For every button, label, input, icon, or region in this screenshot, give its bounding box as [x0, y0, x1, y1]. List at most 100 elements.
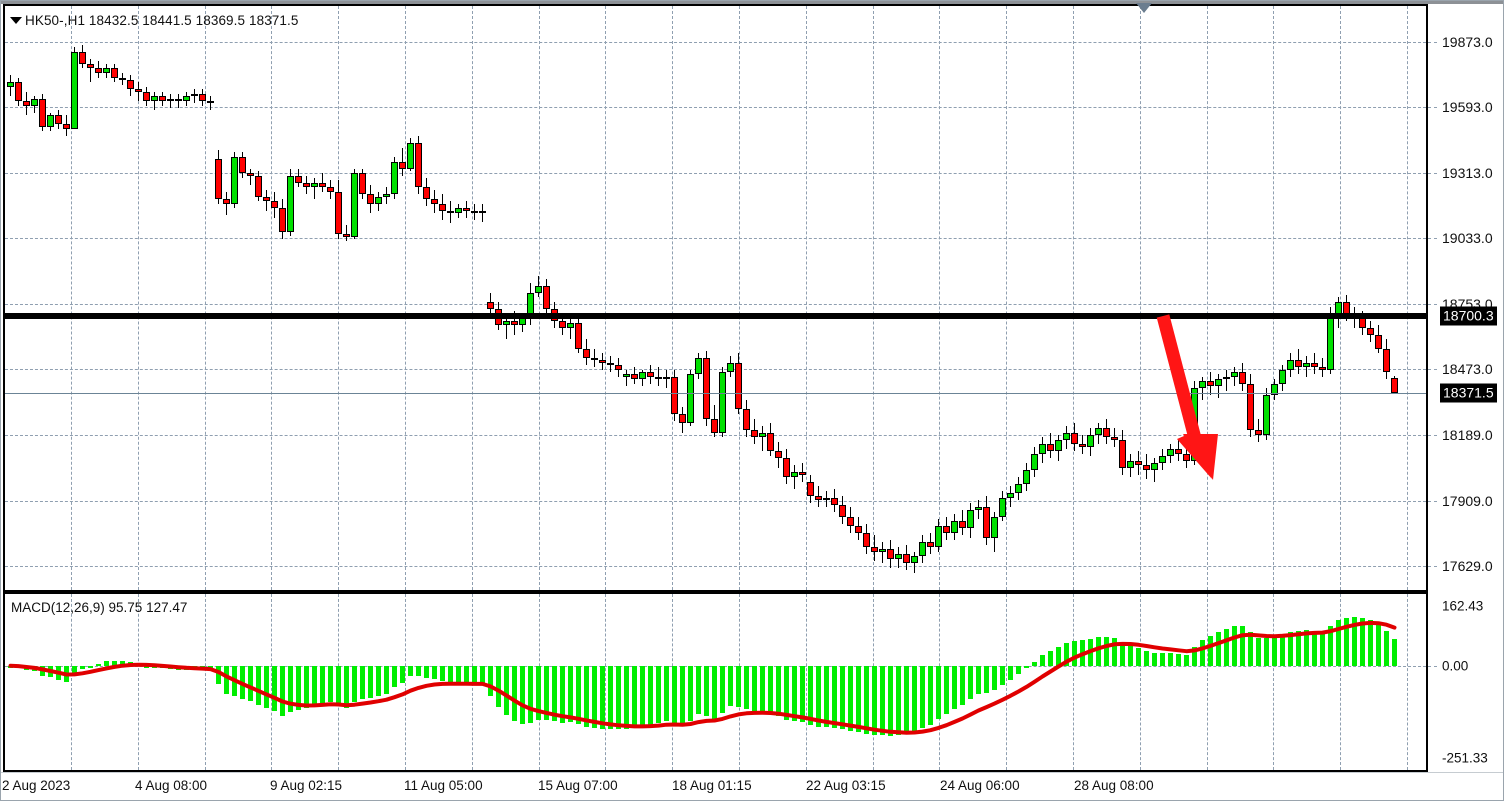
- macd-histogram-bar: [976, 665, 981, 694]
- candlestick: [1263, 6, 1270, 590]
- candlestick: [15, 6, 22, 590]
- candle-body-bullish: [167, 98, 174, 102]
- macd-histogram-bar: [336, 665, 341, 706]
- candlestick: [671, 6, 678, 590]
- candle-body-bearish: [959, 521, 966, 529]
- candle-body-bullish: [1199, 381, 1206, 389]
- candle-body-bearish: [511, 320, 518, 326]
- candle-body-bullish: [1095, 427, 1102, 435]
- grid-line-vertical: [1340, 594, 1341, 770]
- macd-histogram-bar: [936, 665, 941, 719]
- macd-histogram-bar: [568, 665, 573, 723]
- candlestick: [559, 6, 566, 590]
- macd-histogram-bar: [384, 665, 389, 694]
- price-axis-label: 19873.0: [1442, 34, 1493, 50]
- candle-body-bearish: [79, 52, 86, 64]
- candlestick: [103, 6, 110, 590]
- macd-histogram-bar: [1176, 653, 1181, 666]
- candle-body-bearish: [175, 98, 182, 102]
- candle-body-bearish: [983, 507, 990, 538]
- candlestick: [655, 6, 662, 590]
- macd-histogram-bar: [952, 665, 957, 709]
- candlestick: [623, 6, 630, 590]
- macd-histogram-bar: [1032, 661, 1037, 666]
- price-axis-label: 18473.0: [1442, 360, 1493, 377]
- candlestick: [383, 6, 390, 590]
- candlestick: [543, 6, 550, 590]
- macd-histogram-bar: [1264, 638, 1269, 666]
- macd-histogram-bar: [720, 665, 725, 713]
- price-axis-label: 19313.0: [1442, 164, 1493, 181]
- candlestick: [1375, 6, 1382, 590]
- macd-histogram-bar: [448, 665, 453, 683]
- candle-body-bearish: [471, 210, 478, 214]
- candle-body-bullish: [1215, 378, 1222, 386]
- macd-histogram-bar: [344, 665, 349, 709]
- candlestick: [1207, 6, 1214, 590]
- candlestick: [1215, 6, 1222, 590]
- candle-body-bullish: [231, 157, 238, 204]
- macd-histogram-bar: [808, 665, 813, 725]
- time-axis[interactable]: 2 Aug 2023 4 Aug 08:00 9 Aug 02:15 11 Aug 0…: [0, 772, 1504, 801]
- macd-histogram-bar: [360, 665, 365, 700]
- macd-histogram-bar: [1384, 630, 1389, 666]
- macd-histogram-bar: [672, 665, 677, 724]
- macd-histogram-bar: [1160, 653, 1165, 666]
- candle-body-bearish: [199, 94, 206, 102]
- candlestick: [1223, 6, 1230, 590]
- macd-histogram-bar: [536, 665, 541, 721]
- candlestick: [695, 6, 702, 590]
- macd-histogram-bar: [992, 665, 997, 690]
- candlestick: [1151, 6, 1158, 590]
- candle-body-bullish: [1023, 470, 1030, 485]
- macd-histogram-bar: [960, 665, 965, 705]
- price-axis[interactable]: 19873.0 19593.0 19313.0 19033.0 18753.0 18473…: [1428, 4, 1504, 772]
- candle-body-bearish: [559, 320, 566, 328]
- candle-body-bearish: [1255, 430, 1262, 435]
- macd-histogram-bar: [496, 665, 501, 708]
- candle-body-bearish: [1047, 444, 1054, 452]
- candlestick: [143, 6, 150, 590]
- macd-histogram-bar: [1280, 634, 1285, 666]
- bearish-arrow-icon[interactable]: [1156, 314, 1218, 480]
- candlestick: [647, 6, 654, 590]
- macd-histogram-bar: [920, 665, 925, 728]
- grid-line-vertical: [1273, 594, 1274, 770]
- macd-histogram-bar: [776, 665, 781, 717]
- candle-body-bearish: [1111, 437, 1118, 440]
- price-chart-pane[interactable]: HK50-,H1 18432.5 18441.5 18369.5 18371.5: [3, 4, 1428, 592]
- macd-histogram-bar: [264, 665, 269, 709]
- macd-histogram-bar: [120, 660, 125, 666]
- candle-body-bearish: [127, 80, 134, 90]
- macd-histogram-bar: [280, 665, 285, 717]
- price-axis-tick: [1428, 566, 1437, 567]
- candle-body-bullish: [1127, 460, 1134, 468]
- candle-body-bearish: [591, 357, 598, 361]
- macd-histogram-bar: [616, 665, 621, 729]
- candle-wick: [170, 94, 171, 109]
- candle-body-bearish: [223, 199, 230, 204]
- candlestick: [439, 6, 446, 590]
- macd-histogram-bar: [424, 665, 429, 678]
- resistance-line[interactable]: [5, 312, 1426, 319]
- macd-pane[interactable]: MACD(12,26,9) 95.75 127.47: [3, 592, 1428, 772]
- macd-histogram-bar: [848, 665, 853, 731]
- candle-body-bullish: [935, 526, 942, 548]
- candle-body-bearish: [399, 161, 406, 169]
- macd-histogram-bar: [88, 665, 93, 668]
- macd-histogram-bar: [552, 665, 557, 722]
- candle-body-bearish: [735, 362, 742, 410]
- candlestick: [255, 6, 262, 590]
- candlestick: [1031, 6, 1038, 590]
- last-price-axis-badge: 18371.5: [1440, 383, 1497, 403]
- candlestick: [991, 6, 998, 590]
- candle-body-bearish: [807, 481, 814, 496]
- macd-histogram-bar: [576, 665, 581, 725]
- macd-histogram-bar: [1104, 636, 1109, 666]
- candle-body-bullish: [999, 498, 1006, 517]
- macd-histogram-bar: [1288, 631, 1293, 666]
- candle-body-bullish: [1055, 439, 1062, 452]
- candlestick: [919, 6, 926, 590]
- collapse-triangle-icon[interactable]: [10, 17, 22, 24]
- macd-histogram-bar: [1120, 641, 1125, 666]
